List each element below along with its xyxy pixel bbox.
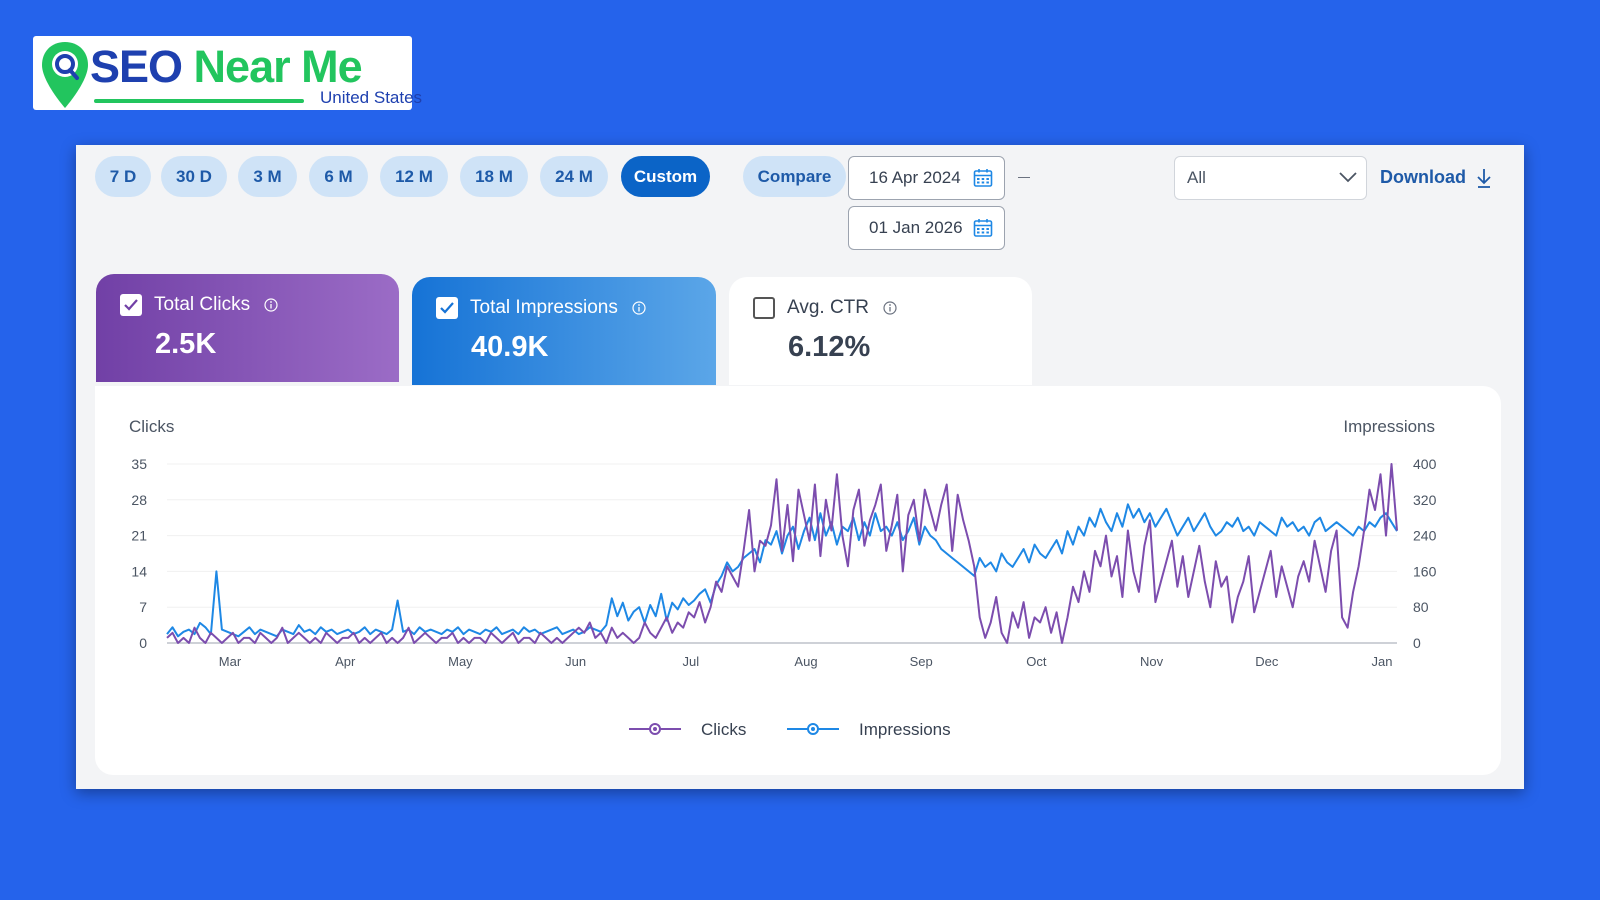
logo-title: SEO Near Me <box>90 39 363 95</box>
x-tick-label: May <box>448 654 473 669</box>
x-tick-label: Apr <box>335 654 356 669</box>
calendar-icon[interactable] <box>973 168 993 188</box>
range-button-30d[interactable]: 30 D <box>161 156 227 197</box>
metric-card-avg-ctr[interactable]: Avg. CTR 6.12% <box>729 277 1032 385</box>
impressions-legend-label: Impressions <box>859 720 951 739</box>
logo-underline <box>94 99 304 103</box>
x-tick-label: Oct <box>1026 654 1047 669</box>
y-left-tick-label: 14 <box>131 563 147 579</box>
compare-button[interactable]: Compare <box>743 156 846 197</box>
calendar-icon[interactable] <box>973 218 993 238</box>
x-tick-label: Jun <box>565 654 586 669</box>
filter-select-value: All <box>1187 168 1206 187</box>
series-line-impressions <box>166 503 1398 638</box>
series-line-clicks <box>166 463 1398 644</box>
logo-title-seo: SEO <box>90 41 183 92</box>
end-date-field[interactable]: 01 Jan 2026 <box>848 206 1005 250</box>
range-button-3m[interactable]: 3 M <box>238 156 297 197</box>
y-left-tick-label: 28 <box>131 492 147 508</box>
y-right-tick-label: 400 <box>1413 456 1437 472</box>
x-tick-label: Jul <box>682 654 699 669</box>
metric-card-total-impressions[interactable]: Total Impressions 40.9K <box>412 277 716 385</box>
x-tick-label: Nov <box>1140 654 1164 669</box>
start-date-field[interactable]: 16 Apr 2024 <box>848 156 1005 200</box>
range-button-custom[interactable]: Custom <box>621 156 710 197</box>
metric-card-total-clicks[interactable]: Total Clicks 2.5K <box>96 274 399 382</box>
filter-select[interactable]: All <box>1174 156 1367 200</box>
clicks-legend-label: Clicks <box>701 720 746 739</box>
location-pin-icon <box>42 42 88 108</box>
start-date-value: 16 Apr 2024 <box>869 168 961 187</box>
range-button-24m[interactable]: 24 M <box>540 156 608 197</box>
metric-value: 40.9K <box>471 331 549 363</box>
x-tick-label: Mar <box>219 654 242 669</box>
download-icon <box>1477 168 1491 188</box>
y-right-tick-label: 240 <box>1413 528 1437 544</box>
checkbox-checked-icon[interactable] <box>436 297 458 319</box>
analytics-panel: 7 D 30 D 3 M 6 M 12 M 18 M 24 M Custom C… <box>76 145 1524 789</box>
x-tick-label: Sep <box>910 654 933 669</box>
info-icon[interactable] <box>883 301 897 315</box>
range-button-18m[interactable]: 18 M <box>460 156 528 197</box>
impressions-legend-dot <box>811 727 815 731</box>
date-range-separator <box>1018 177 1030 178</box>
metric-label: Total Impressions <box>470 297 618 318</box>
y-left-tick-label: 21 <box>131 528 147 544</box>
y-right-tick-label: 320 <box>1413 492 1437 508</box>
y-right-tick-label: 0 <box>1413 635 1421 651</box>
y-left-tick-label: 35 <box>131 456 147 472</box>
clicks-legend-dot <box>653 727 657 731</box>
end-date-value: 01 Jan 2026 <box>869 218 963 237</box>
brand-logo: SEO Near Me United States <box>33 36 422 110</box>
logo-title-near-me: Near Me <box>182 41 363 92</box>
x-tick-label: Dec <box>1255 654 1279 669</box>
info-icon[interactable] <box>632 301 646 315</box>
checkbox-checked-icon[interactable] <box>120 294 142 316</box>
y-left-axis-title: Clicks <box>129 417 174 436</box>
info-icon[interactable] <box>264 298 278 312</box>
y-left-tick-label: 0 <box>139 635 147 651</box>
checkbox-unchecked-icon[interactable] <box>753 297 775 319</box>
y-right-tick-label: 160 <box>1413 563 1437 579</box>
download-button[interactable]: Download <box>1380 167 1492 188</box>
metric-value: 2.5K <box>155 328 217 360</box>
chart-card: Clicks Impressions 35 400 28 320 21 240 14 160 7 80… <box>95 386 1501 775</box>
x-tick-label: Aug <box>794 654 817 669</box>
chevron-down-icon <box>1339 172 1357 183</box>
download-label: Download <box>1380 167 1466 187</box>
metric-value: 6.12% <box>788 331 871 363</box>
y-right-axis-title: Impressions <box>1343 417 1435 436</box>
range-button-7d[interactable]: 7 D <box>95 156 151 197</box>
line-chart: Clicks Impressions 35 400 28 320 21 240 14 160 7 80… <box>129 417 1437 739</box>
logo-subtitle: United States <box>320 88 423 107</box>
y-right-tick-label: 80 <box>1413 599 1429 615</box>
y-left-tick-label: 7 <box>139 599 147 615</box>
range-button-6m[interactable]: 6 M <box>309 156 368 197</box>
metric-label: Total Clicks <box>154 294 251 315</box>
x-tick-label: Jan <box>1372 654 1393 669</box>
metric-label: Avg. CTR <box>787 297 870 318</box>
range-button-12m[interactable]: 12 M <box>380 156 448 197</box>
